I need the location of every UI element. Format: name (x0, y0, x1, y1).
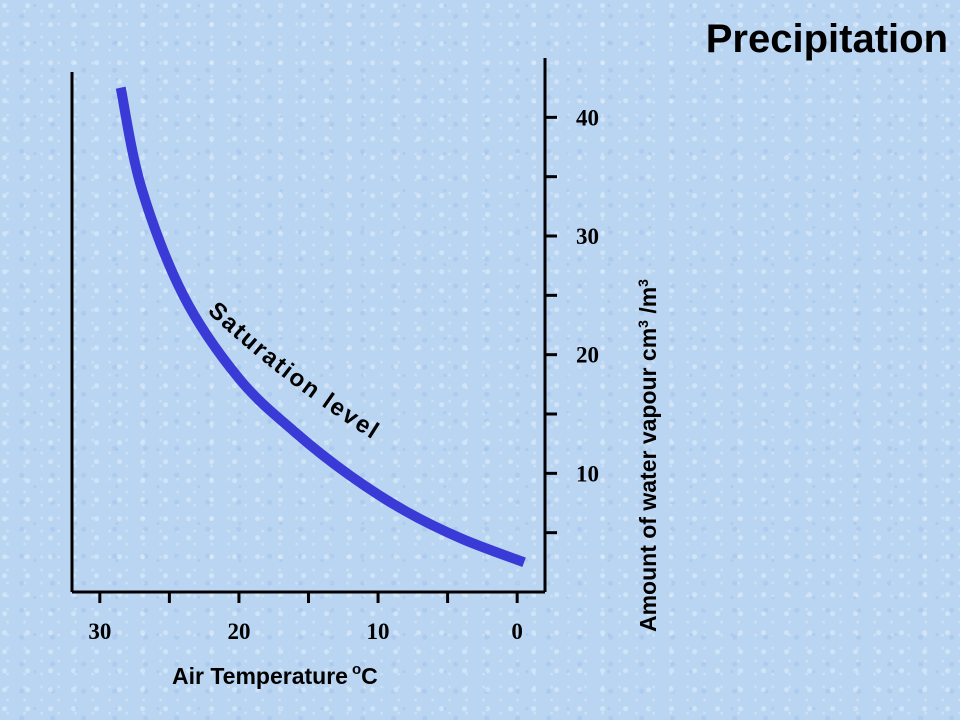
slide-title: Precipitation (706, 17, 948, 61)
series-line-saturation-level (115, 86, 526, 567)
x-axis-unit: o (352, 661, 361, 678)
y-tick-label: 30 (576, 224, 599, 249)
x-tick-label: 30 (88, 619, 111, 644)
x-axis-title: Air Temperature oC (172, 661, 378, 689)
y-axis-title-superscript: 3 (635, 279, 651, 287)
y-axis-title-text: /m (635, 287, 661, 320)
y-axis-title-group: Amount of water vapour cm3 /m3 (635, 279, 661, 632)
x-axis-unit-rest: C (361, 663, 378, 689)
y-axis-title: Amount of water vapour cm3 /m3 (635, 279, 661, 632)
x-tick-label: 0 (511, 619, 523, 644)
y-axis-tick-labels: 10 20 30 40 (576, 105, 599, 486)
x-tick-label: 20 (227, 619, 250, 644)
x-tick-label: 10 (367, 619, 390, 644)
y-axis-ticks (545, 115, 557, 535)
x-axis-tick-labels: 30 20 10 0 (88, 619, 523, 644)
y-tick-label: 10 (576, 461, 599, 486)
y-tick-label: 40 (576, 105, 599, 130)
y-tick-label: 20 (576, 343, 599, 368)
y-axis-title-superscript: 3 (635, 320, 651, 328)
x-axis-ticks (98, 592, 519, 603)
x-axis-title-text: Air Temperature (172, 663, 348, 689)
y-axis-title-text: Amount of water vapour cm (635, 328, 661, 632)
